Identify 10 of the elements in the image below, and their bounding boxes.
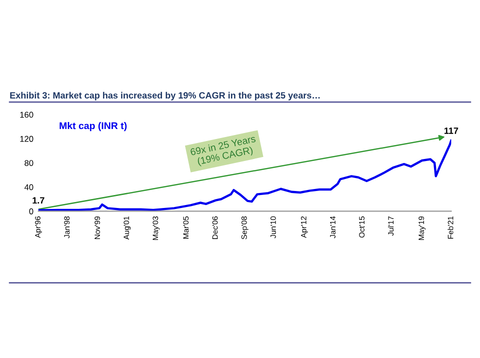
y-tick-label: 160: [20, 112, 34, 118]
y-tick-label: 40: [24, 184, 34, 190]
annotation: 69x in 25 Years (19% CAGR): [190, 134, 256, 167]
y-tick-label: 80: [24, 160, 34, 166]
chart-title: Exhibit 3: Market cap has increased by 19% CAGR in the past 25 years…: [10, 92, 320, 100]
data-label: 1.7: [32, 197, 44, 204]
y-tick-label: 120: [20, 136, 34, 142]
text: Mkt cap (INR t): [60, 122, 127, 132]
data-label: 117: [444, 128, 458, 134]
y-tick-label: 0: [29, 208, 34, 214]
